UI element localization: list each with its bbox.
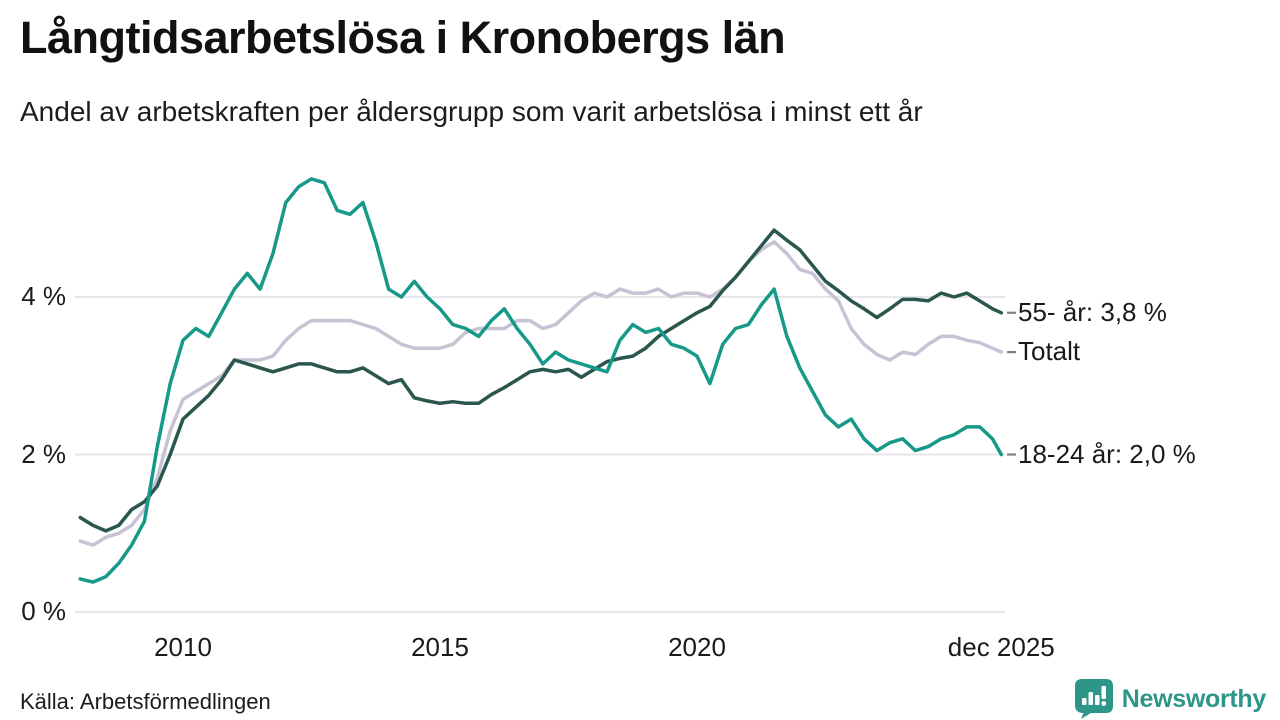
newsworthy-logo: Newsworthy <box>1074 678 1266 720</box>
y-axis-tick-2: 2 % <box>21 438 66 469</box>
brand-name: Newsworthy <box>1121 684 1267 713</box>
chart-subtitle: Andel av arbetskraften per åldersgrupp s… <box>20 96 923 127</box>
x-axis-tick-dec-2025: dec 2025 <box>947 632 1055 662</box>
series-label-55-plus: 55- år: 3,8 % <box>1018 296 1167 327</box>
x-axis-tick-2020: 2020 <box>668 632 726 662</box>
bar-chart-speech-bubble-icon <box>1074 679 1113 719</box>
source-note: Källa: Arbetsförmedlingen <box>20 689 271 714</box>
x-axis-tick-2010: 2010 <box>154 632 212 662</box>
series-label-18-24: 18-24 år: 2,0 % <box>1018 438 1196 469</box>
series-label-totalt: Totalt <box>1018 336 1081 367</box>
x-axis-tick-2015: 2015 <box>411 632 469 662</box>
y-axis-tick-4: 4 % <box>21 281 66 311</box>
y-axis-tick-0: 0 % <box>21 596 66 626</box>
page-title: Långtidsarbetslösa i Kronobergs län <box>20 12 786 63</box>
